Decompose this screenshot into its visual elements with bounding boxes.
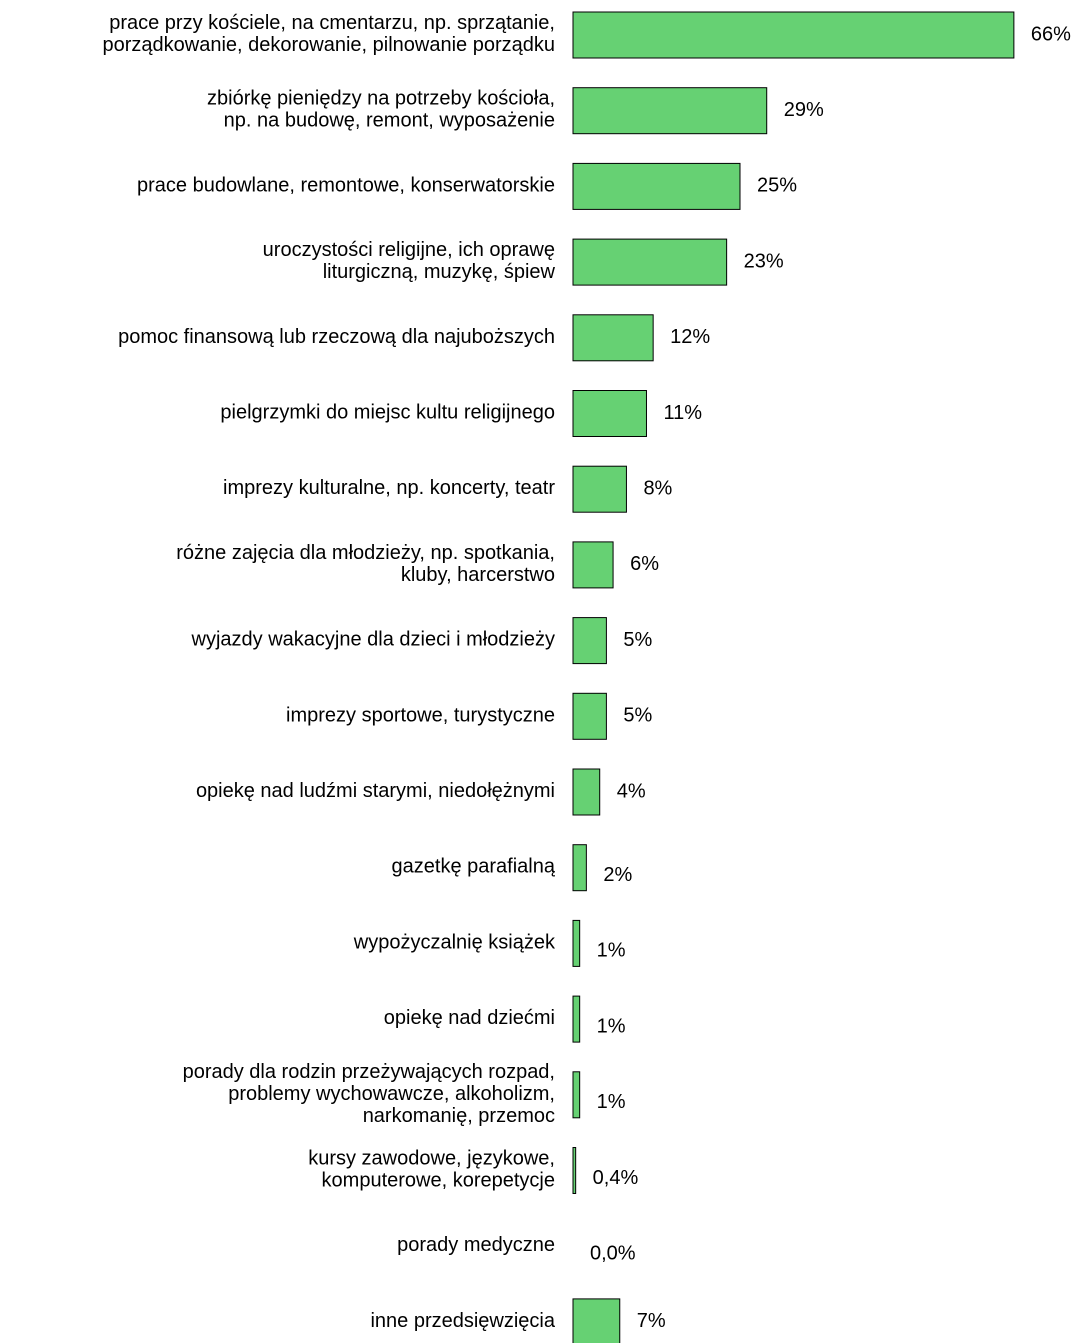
- category-line: porządkowanie, dekorowanie, pilnowanie p…: [102, 34, 555, 56]
- value-label: 1%: [597, 1015, 626, 1037]
- category-label: zbiórkę pieniędzy na potrzeby kościoła, n…: [207, 88, 555, 132]
- category-line: inne przedsięwzięcia: [370, 1310, 555, 1332]
- bar: [572, 692, 607, 740]
- bar: [572, 1071, 581, 1119]
- value-label: 12%: [670, 326, 710, 348]
- category-line: wyjazdy wakacyjne dla dzieci i młodzieży: [191, 629, 555, 651]
- bar: [572, 314, 654, 362]
- category-label: prace przy kościele, na cmentarzu, np. s…: [102, 12, 555, 56]
- category-line: liturgiczną, muzykę, śpiew: [323, 261, 556, 283]
- category-label: pielgrzymki do miejsc kultu religijnego: [220, 402, 555, 424]
- category-label: inne przedsięwzięcia: [370, 1310, 555, 1332]
- category-line: problemy wychowawcze, alkoholizm,: [228, 1083, 555, 1105]
- bar: [572, 465, 627, 513]
- category-line: narkomanię, przemoc: [363, 1105, 555, 1127]
- category-label: uroczystości religijne, ich oprawę liturg…: [263, 239, 556, 283]
- value-label: 29%: [784, 99, 824, 121]
- value-label: 0,0%: [590, 1242, 636, 1264]
- bar: [572, 768, 601, 816]
- category-line: prace przy kościele, na cmentarzu, np. s…: [109, 12, 555, 34]
- category-label: imprezy sportowe, turystyczne: [286, 705, 555, 727]
- bar: [572, 238, 728, 286]
- value-label: 5%: [623, 705, 652, 727]
- category-line: gazetkę parafialną: [392, 856, 556, 878]
- category-line: opiekę nad ludźmi starymi, niedołężnymi: [196, 780, 555, 802]
- category-label: opiekę nad dziećmi: [384, 1007, 555, 1029]
- category-line: kluby, harcerstwo: [401, 564, 555, 586]
- bar: [572, 390, 647, 437]
- category-label: pomoc finansową lub rzeczową dla najuboż…: [118, 326, 555, 348]
- bar: [572, 87, 768, 135]
- bar: [572, 844, 587, 892]
- category-line: pomoc finansową lub rzeczową dla najuboż…: [118, 326, 555, 348]
- category-line: porady medyczne: [397, 1234, 555, 1256]
- value-label: 5%: [623, 629, 652, 651]
- category-label: gazetkę parafialną: [392, 856, 556, 878]
- value-label: 8%: [643, 477, 672, 499]
- category-line: imprezy sportowe, turystyczne: [286, 705, 555, 727]
- category-line: prace budowlane, remontowe, konserwators…: [137, 175, 555, 197]
- category-label: kursy zawodowe, językowe, komputerowe, ko…: [308, 1148, 555, 1192]
- value-label: 4%: [617, 780, 646, 802]
- value-label: 66%: [1031, 23, 1071, 45]
- category-line: komputerowe, korepetycje: [322, 1170, 555, 1192]
- category-label: porady dla rodzin przeżywających rozpad,…: [183, 1061, 555, 1127]
- bar: [572, 617, 607, 665]
- value-label: 23%: [744, 250, 784, 272]
- category-line: imprezy kulturalne, np. koncerty, teatr: [223, 477, 555, 499]
- category-label: wypożyczalnię książek: [353, 932, 556, 954]
- category-line: np. na budowę, remont, wyposażenie: [224, 110, 555, 132]
- value-label: 2%: [603, 864, 632, 886]
- category-label: imprezy kulturalne, np. koncerty, teatr: [223, 477, 555, 499]
- category-label: różne zajęcia dla młodzieży, np. spotkan…: [176, 542, 555, 586]
- value-label: 6%: [630, 553, 659, 575]
- category-line: uroczystości religijne, ich oprawę: [263, 239, 555, 261]
- value-label: 1%: [597, 940, 626, 962]
- category-label: opiekę nad ludźmi starymi, niedołężnymi: [196, 780, 555, 802]
- category-line: wypożyczalnię książek: [353, 932, 556, 954]
- value-label: 25%: [757, 175, 797, 197]
- bar: [572, 1298, 621, 1343]
- bar: [572, 11, 1015, 59]
- category-line: pielgrzymki do miejsc kultu religijnego: [220, 402, 555, 424]
- category-line: porady dla rodzin przeżywających rozpad,: [183, 1061, 555, 1083]
- bar: [572, 995, 581, 1043]
- category-label: prace budowlane, remontowe, konserwators…: [137, 175, 555, 197]
- value-label: 11%: [663, 402, 702, 424]
- bar: [572, 1147, 577, 1194]
- category-label: wyjazdy wakacyjne dla dzieci i młodzieży: [191, 629, 555, 651]
- category-line: zbiórkę pieniędzy na potrzeby kościoła,: [207, 88, 555, 110]
- category-line: opiekę nad dziećmi: [384, 1007, 555, 1029]
- value-label: 1%: [597, 1091, 626, 1113]
- value-label: 7%: [637, 1310, 666, 1332]
- bar: [572, 162, 741, 210]
- bar: [572, 541, 614, 589]
- category-label: porady medyczne: [397, 1234, 555, 1256]
- value-label: 0,4%: [593, 1167, 639, 1189]
- category-line: kursy zawodowe, językowe,: [308, 1148, 555, 1170]
- bar: [572, 919, 581, 967]
- category-line: różne zajęcia dla młodzieży, np. spotkan…: [176, 542, 555, 564]
